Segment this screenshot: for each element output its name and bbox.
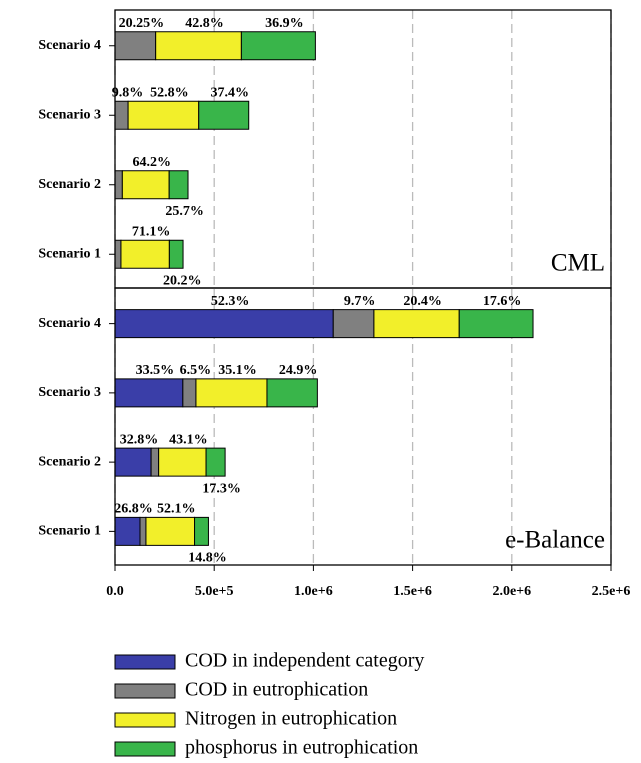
bar-segment (198, 100, 250, 130)
share-label: 35.1% (218, 363, 257, 378)
y-tick-label: Scenario 2 (38, 177, 101, 192)
legend-label: COD in eutrophication (185, 679, 368, 701)
share-label: 26.8% (114, 502, 153, 517)
bar-segment (182, 378, 197, 408)
bar-segment (205, 447, 226, 477)
bar-segment (373, 309, 460, 339)
bar-segment (194, 516, 209, 546)
legend-label: COD in independent category (185, 650, 424, 672)
y-tick-label: Scenario 2 (38, 454, 101, 469)
bar-segment (145, 516, 196, 546)
share-label: 6.5% (180, 363, 212, 378)
bar-segment (155, 31, 242, 61)
bar-segment (139, 516, 147, 546)
share-label: 33.5% (136, 363, 175, 378)
share-label: 20.25% (119, 16, 165, 31)
y-tick-label: Scenario 3 (38, 385, 101, 400)
x-tick-label: 1.5e+6 (393, 584, 432, 599)
bar-segment (114, 378, 184, 408)
share-label: 37.4% (210, 85, 249, 100)
share-label: 20.2% (163, 273, 202, 288)
bar-segment (240, 31, 316, 61)
x-tick-label: 5.0e+5 (195, 584, 234, 599)
share-label: 20.4% (403, 294, 442, 309)
x-tick-label: 1.0e+6 (294, 584, 333, 599)
y-tick-label: Scenario 4 (38, 316, 101, 331)
legend-label: Nitrogen in eutrophication (185, 708, 397, 730)
y-tick-label: Scenario 3 (38, 107, 101, 122)
bar-segment (114, 100, 129, 130)
bar-segment (150, 447, 160, 477)
legend-swatch (114, 654, 176, 670)
share-label: 32.8% (120, 432, 159, 447)
share-label: 17.6% (483, 294, 522, 309)
panel-frame (114, 287, 612, 566)
share-label: 71.1% (132, 224, 171, 239)
x-tick-label: 2.0e+6 (492, 584, 531, 599)
y-tick-label: Scenario 1 (38, 246, 101, 261)
legend-swatch (114, 683, 176, 699)
share-label: 64.2% (133, 155, 172, 170)
panel-title: CML (551, 250, 605, 277)
share-label: 42.8% (185, 16, 224, 31)
share-label: 52.1% (157, 502, 196, 517)
bar-segment (168, 170, 189, 200)
legend-label: phosphorus in eutrophication (185, 737, 418, 759)
bar-segment (121, 170, 170, 200)
bar-segment (120, 239, 170, 269)
x-tick-label: 2.5e+6 (592, 584, 631, 599)
share-label: 14.8% (188, 551, 227, 566)
bar-segment (114, 447, 152, 477)
x-tick-label: 0.0 (106, 584, 124, 599)
share-label: 52.3% (211, 294, 250, 309)
bar-segment (195, 378, 268, 408)
bar-segment (114, 170, 123, 200)
bar-segment (114, 31, 157, 61)
bar-segment (127, 100, 200, 130)
bar-segment (168, 239, 184, 269)
y-tick-label: Scenario 1 (38, 524, 101, 539)
share-label: 24.9% (279, 363, 318, 378)
bar-segment (458, 309, 534, 339)
bar-segment (114, 239, 122, 269)
bar-segment (114, 309, 334, 339)
share-label: 17.3% (202, 481, 241, 496)
y-tick-label: Scenario 4 (38, 38, 101, 53)
bar-segment (158, 447, 207, 477)
bar-segment (266, 378, 318, 408)
share-label: 9.8% (112, 85, 144, 100)
share-label: 25.7% (165, 204, 204, 219)
share-label: 52.8% (150, 85, 189, 100)
legend-swatch (114, 741, 176, 757)
share-label: 9.7% (344, 294, 376, 309)
panel-title: e-Balance (505, 527, 605, 554)
share-label: 36.9% (265, 16, 304, 31)
share-label: 43.1% (169, 432, 208, 447)
legend-swatch (114, 712, 176, 728)
bar-segment (114, 516, 141, 546)
bar-segment (332, 309, 375, 339)
